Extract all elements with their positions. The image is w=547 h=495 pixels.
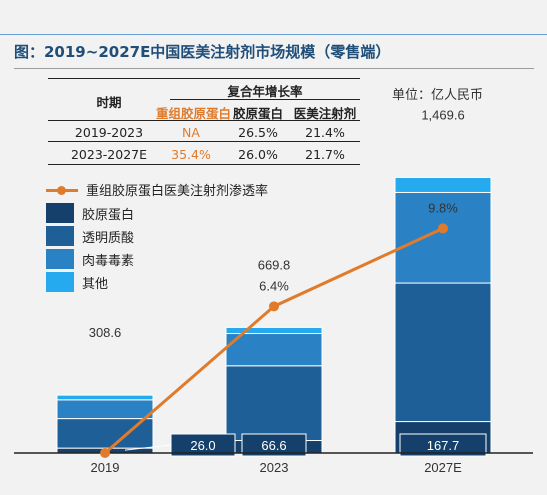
legend-swatch-other (46, 272, 74, 292)
chart-title: 图：2019~2027E中国医美注射剂市场规模（零售端） (14, 43, 391, 61)
table-row2-collagen: 26.0% (238, 147, 278, 162)
table-col-recombinant-collagen: 重组胶原蛋白 (156, 106, 232, 121)
table-rule-mid (48, 141, 360, 142)
collagen-badge-1 (241, 433, 307, 457)
bar-segment-other-0 (56, 394, 154, 401)
table-row2-period: 2023-2027E (70, 147, 148, 162)
bar-segment-hyaluronic-1 (225, 365, 323, 442)
x-tick-label-2: 2027E (424, 460, 462, 475)
collagen-label-0: 26.0 (190, 438, 215, 453)
table-col-injectables: 医美注射剂 (293, 106, 357, 121)
table-header-group: 复合年增长率 (227, 84, 303, 99)
penetration-point-0 (100, 448, 110, 458)
legend-label-other: 其他 (82, 276, 109, 292)
penetration-point-2 (438, 223, 448, 234)
legend-line-marker (46, 183, 78, 197)
table-row1-collagen: 26.5% (238, 125, 278, 140)
table-rule-top (48, 78, 360, 79)
legend-label-collagen: 胶原蛋白 (82, 207, 135, 223)
total-label-1: 669.8 (258, 257, 291, 272)
title-divider (14, 68, 534, 69)
legend-item-collagen: 胶原蛋白 (46, 203, 134, 223)
top-rule (0, 34, 547, 35)
legend-item-penetration: 重组胶原蛋白医美注射剂渗透率 (46, 180, 268, 199)
table-header-period: 时期 (96, 95, 122, 110)
total-label-0: 308.6 (89, 325, 122, 340)
penetration-point-1 (269, 301, 279, 312)
collagen-leader-line (124, 444, 172, 451)
table-row2-recombinant: 35.4% (171, 147, 211, 162)
table-rule-group (170, 99, 360, 100)
penetration-label-1: 6.4% (259, 278, 289, 293)
table-row1-recombinant: NA (182, 125, 200, 140)
legend-swatch-botulinum (46, 249, 74, 269)
legend-item-botulinum: 肉毒毒素 (46, 249, 134, 269)
bar-segment-other-2 (394, 176, 492, 193)
bar-segment-botulinum-1 (225, 333, 323, 367)
table-row1-period: 2019-2023 (74, 125, 144, 140)
bar-segment-other-1 (225, 326, 323, 335)
legend-swatch-collagen (46, 203, 74, 223)
legend-label-hyaluronic: 透明质酸 (82, 230, 135, 246)
table-rule-bottom (48, 164, 360, 165)
collagen-label-2: 167.7 (427, 438, 460, 453)
legend-label-botulinum: 肉毒毒素 (82, 253, 135, 269)
total-label-2: 1,469.6 (421, 107, 464, 122)
unit-label: 单位：亿人民币 (392, 88, 484, 103)
penetration-label-2: 9.8% (428, 200, 458, 215)
bar-segment-hyaluronic-2 (394, 282, 492, 423)
table-row2-injectables: 21.7% (305, 147, 345, 162)
x-tick-label-0: 2019 (91, 460, 120, 475)
legend-item-other: 其他 (46, 272, 108, 292)
legend-label-penetration: 重组胶原蛋白医美注射剂渗透率 (86, 184, 269, 199)
collagen-label-1: 66.6 (261, 438, 286, 453)
collagen-badge-2 (399, 433, 487, 457)
legend-item-hyaluronic: 透明质酸 (46, 226, 134, 246)
bar-segment-botulinum-0 (56, 399, 154, 420)
table-col-collagen: 胶原蛋白 (232, 106, 283, 121)
table-row1-injectables: 21.4% (305, 125, 345, 140)
legend-swatch-hyaluronic (46, 226, 74, 246)
x-tick-label-1: 2023 (260, 460, 289, 475)
table-rule-header (48, 120, 360, 121)
